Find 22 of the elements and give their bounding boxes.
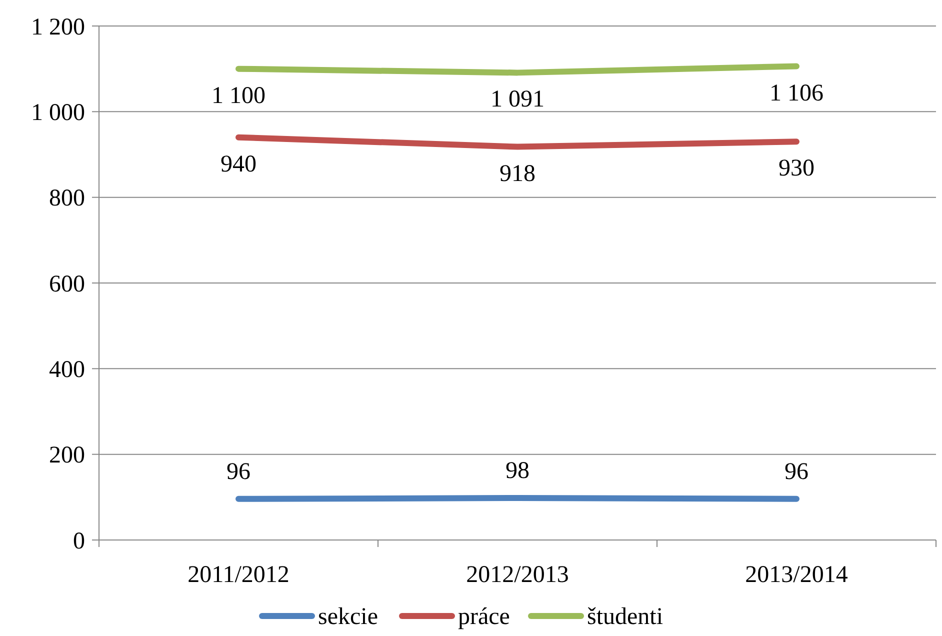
data-label: 940 — [220, 151, 256, 178]
data-label: 918 — [500, 160, 536, 187]
x-tick-label: 2013/2014 — [745, 562, 848, 588]
legend-label: sekcie — [318, 604, 378, 630]
y-tick-label: 1 000 — [31, 100, 85, 126]
data-label: 1 106 — [770, 80, 824, 106]
data-label: 930 — [778, 156, 814, 182]
y-tick-label: 600 — [49, 271, 85, 298]
data-label: 96 — [784, 458, 808, 485]
y-tick-label: 200 — [49, 442, 85, 469]
data-label: 1 100 — [212, 82, 266, 109]
x-tick-label: 2012/2013 — [466, 562, 569, 588]
legend-label: študenti — [587, 604, 664, 630]
legend-label: práce — [458, 604, 510, 630]
y-tick-label: 1 200 — [31, 14, 85, 40]
data-label: 1 091 — [490, 86, 544, 113]
y-tick-label: 800 — [49, 186, 85, 212]
data-label: 98 — [506, 458, 530, 484]
y-tick-label: 400 — [49, 357, 85, 384]
data-label: 96 — [226, 458, 250, 485]
x-tick-label: 2011/2012 — [188, 562, 290, 588]
y-tick-label: 0 — [73, 528, 85, 554]
